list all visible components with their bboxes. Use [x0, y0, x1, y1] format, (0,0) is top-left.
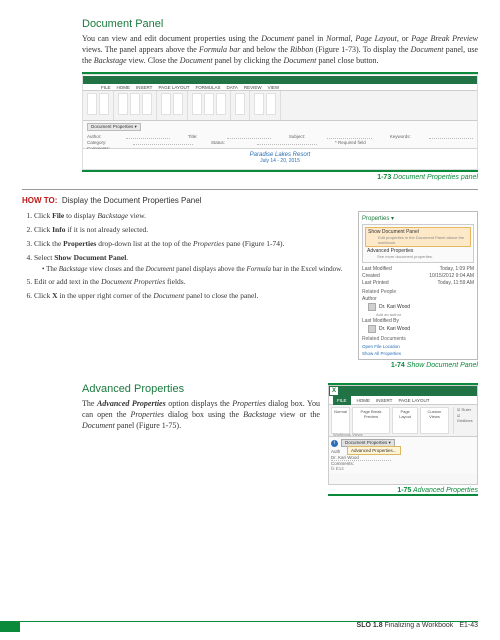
excel-icon: X	[330, 387, 338, 395]
properties-dropdown[interactable]: Properties ▾	[362, 215, 474, 222]
footer-green-block	[0, 621, 20, 632]
prop-created: Created10/15/2012 9:04 AM	[362, 273, 474, 279]
btn-custom-views[interactable]: Custom Views	[420, 407, 449, 434]
footer-title: Finalizing a Workbook	[385, 622, 454, 629]
tab-insert[interactable]: INSERT	[376, 398, 392, 403]
ribbon-tabs-small: FILE HOME INSERT PAGE LAYOUT	[329, 396, 477, 405]
step-5: Edit or add text in the Document Propert…	[34, 277, 350, 288]
show-all-properties[interactable]: Show All Properties	[362, 351, 474, 356]
btn-page-layout[interactable]: Page Layout	[392, 407, 418, 434]
modby-person: Dr. Kari Wood	[368, 325, 474, 333]
heading-advanced-properties: Advanced Properties	[82, 383, 320, 395]
excel-screenshot-175: X FILE HOME INSERT PAGE LAYOUT Normal Pa…	[328, 385, 478, 485]
worksheet-cells: Paradise Lakes Resort July 14 - 20, 2015	[83, 149, 477, 169]
worksheet-subtitle: July 14 - 20, 2015	[83, 158, 477, 164]
advanced-properties-popup[interactable]: Advanced Properties...	[347, 446, 401, 455]
document-properties-dropdown[interactable]: Document Properties ▾	[87, 123, 141, 131]
step-6: Click X in the upper right corner of the…	[34, 291, 350, 302]
excel-screenshot-173: FILEHOMEINSERTPAGE LAYOUTFORMULASDATAREV…	[82, 74, 478, 170]
worksheet-title: Paradise Lakes Resort	[83, 149, 477, 158]
step-4: Select Show Document Panel. • The Backst…	[34, 253, 350, 274]
doc-properties-bar: i Document Properties ▾ Auth Dr. Kari Wo…	[329, 437, 477, 473]
caption-175: 1-75 Advanced Properties	[328, 487, 478, 494]
document-properties-panel: Document Properties ▾ Author: Title: Sub…	[83, 121, 477, 149]
avatar-icon	[368, 303, 376, 311]
caption-174: 1-74 Show Document Panel	[358, 362, 478, 369]
document-panel-paragraph: You can view and edit document propertie…	[82, 34, 478, 66]
figure-1-75: X FILE HOME INSERT PAGE LAYOUT Normal Pa…	[328, 383, 478, 496]
section-advanced-properties: Advanced Properties The Advanced Propert…	[82, 383, 320, 496]
howto-steps: Click File to display Backstage view. Cl…	[22, 211, 350, 377]
step-1: Click File to display Backstage view.	[34, 211, 350, 222]
author-person: Dr. Kari Wood	[368, 303, 474, 311]
howto-rule	[22, 189, 478, 192]
btn-page-break[interactable]: Page Break Preview	[352, 407, 390, 434]
step-3: Click the Properties drop-down list at t…	[34, 239, 350, 250]
step-2: Click Info if it is not already selected…	[34, 225, 350, 236]
footer-slo: SLO 1.8	[357, 622, 383, 629]
heading-document-panel: Document Panel	[82, 18, 478, 30]
prop-last-modified: Last ModifiedToday, 1:09 PM	[362, 266, 474, 272]
menu-show-document-panel[interactable]: Show Document Panel Edit properties in t…	[365, 227, 471, 247]
info-icon: i	[331, 440, 338, 447]
step-4-bullet: • The Backstage view closes and the Docu…	[42, 264, 350, 274]
tab-page-layout[interactable]: PAGE LAYOUT	[398, 398, 429, 403]
caption-173: 1-73 Document Properties panel	[82, 174, 478, 181]
ribbon	[83, 91, 477, 121]
footer-page: E1-43	[459, 622, 478, 629]
avatar-icon	[368, 325, 376, 333]
howto-heading: HOW TO: Display the Document Properties …	[22, 196, 478, 205]
open-file-location[interactable]: Open File Location	[362, 344, 474, 349]
page-footer: SLO 1.8 Finalizing a Workbook E1-43	[0, 618, 500, 632]
menu-advanced-properties[interactable]: Advanced Properties See more document pr…	[365, 247, 471, 260]
figure-1-73: FILEHOMEINSERTPAGE LAYOUTFORMULASDATAREV…	[82, 72, 478, 172]
properties-pane: Properties ▾ Show Document Panel Edit pr…	[358, 211, 478, 360]
related-docs-head: Related Documents	[362, 336, 474, 342]
properties-menu: Show Document Panel Edit properties in t…	[362, 224, 474, 263]
btn-normal[interactable]: Normal	[331, 407, 350, 434]
related-people-head: Related People	[362, 289, 474, 295]
excel-titlebar	[83, 76, 477, 84]
figure-1-74: Properties ▾ Show Document Panel Edit pr…	[358, 211, 478, 377]
footer-rule	[20, 621, 478, 622]
tab-file[interactable]: FILE	[333, 396, 351, 405]
section-document-panel: Document Panel You can view and edit doc…	[82, 18, 478, 181]
tab-home[interactable]: HOME	[357, 398, 371, 403]
prop-last-printed: Last PrintedToday, 11:59 AM	[362, 280, 474, 286]
ribbon-tabs: FILEHOMEINSERTPAGE LAYOUTFORMULASDATAREV…	[83, 84, 477, 91]
advanced-properties-paragraph: The Advanced Properties option displays …	[82, 399, 320, 431]
